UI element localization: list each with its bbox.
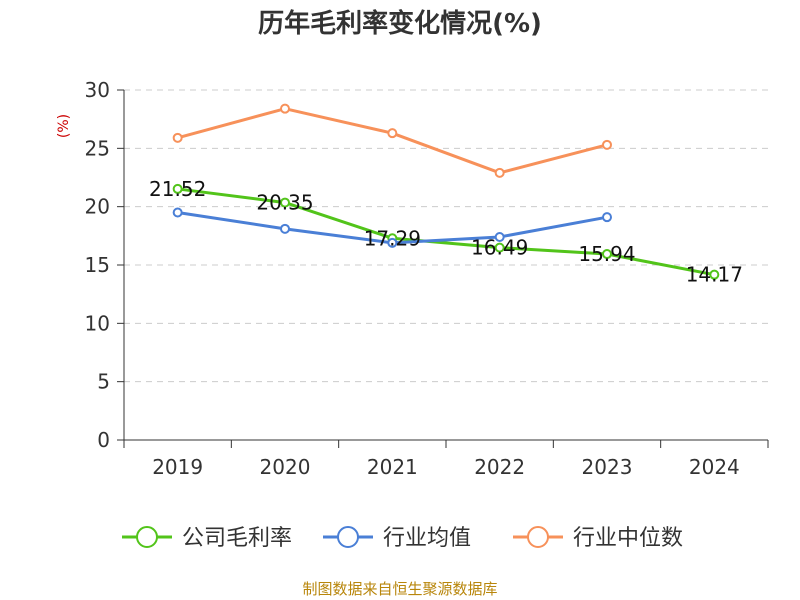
data-point <box>387 237 398 248</box>
data-point <box>494 167 505 178</box>
data-point <box>172 132 183 143</box>
x-tick-label: 2024 <box>689 455 740 479</box>
data-label: 17.29 <box>364 226 421 250</box>
x-tick-label: 2023 <box>582 455 633 479</box>
data-labels: 21.52 20.35 17.29 16.49 15.94 14.17 <box>149 177 743 287</box>
y-tick-label: 10 <box>85 311 110 335</box>
y-tick-label: 15 <box>85 253 110 277</box>
data-point <box>494 242 505 253</box>
y-tick-label: 0 <box>97 428 110 452</box>
data-label: 14.17 <box>686 263 743 287</box>
y-tick-label: 25 <box>85 136 110 160</box>
data-label: 15.94 <box>578 242 635 266</box>
y-tick-label: 20 <box>85 195 110 219</box>
y-tick-label: 30 <box>85 78 110 102</box>
data-point <box>709 269 720 280</box>
data-point <box>602 212 612 223</box>
data-point <box>387 128 398 139</box>
y-axis-unit: (%) <box>56 114 72 138</box>
data-label: 21.52 <box>149 177 206 201</box>
chart-title: 历年毛利率变化情况(%) <box>258 8 542 39</box>
series-lines <box>172 103 720 280</box>
data-point <box>494 232 505 242</box>
x-tick-label: 2021 <box>367 455 418 479</box>
x-tick-label: 2020 <box>260 455 311 479</box>
y-tick-label: 5 <box>97 370 110 394</box>
x-tick-label: 2022 <box>474 455 525 479</box>
series-line-0 <box>177 187 715 277</box>
legend-item-0[interactable]: 公司毛利率 <box>122 526 292 551</box>
data-point <box>280 103 290 114</box>
data-point <box>280 223 290 234</box>
legend-label: 行业均值 <box>383 526 471 551</box>
data-point <box>602 249 612 260</box>
legend-marker <box>527 526 549 548</box>
legend[interactable]: 公司毛利率 行业均值 行业中位数 <box>122 526 683 551</box>
legend-label: 公司毛利率 <box>182 526 292 551</box>
grid-lines <box>124 89 768 383</box>
data-point <box>172 207 183 218</box>
x-tick-label: 2019 <box>152 455 203 479</box>
data-label: 16.49 <box>471 236 528 260</box>
axes: 0 5 10 15 20 25 30 2019 2020 2021 2022 2023 2024 <box>85 78 769 479</box>
legend-item-2[interactable]: 行业中位数 <box>513 526 683 551</box>
data-point <box>602 139 612 150</box>
series-line-2 <box>177 107 608 175</box>
data-label: 20.35 <box>256 191 313 215</box>
legend-label: 行业中位数 <box>573 526 683 551</box>
legend-item-1[interactable]: 行业均值 <box>323 526 471 551</box>
legend-marker <box>337 526 359 548</box>
data-source-note: 制图数据来自恒生聚源数据库 <box>302 580 497 598</box>
data-point <box>280 197 290 208</box>
data-point <box>172 183 183 194</box>
legend-marker <box>136 526 158 548</box>
